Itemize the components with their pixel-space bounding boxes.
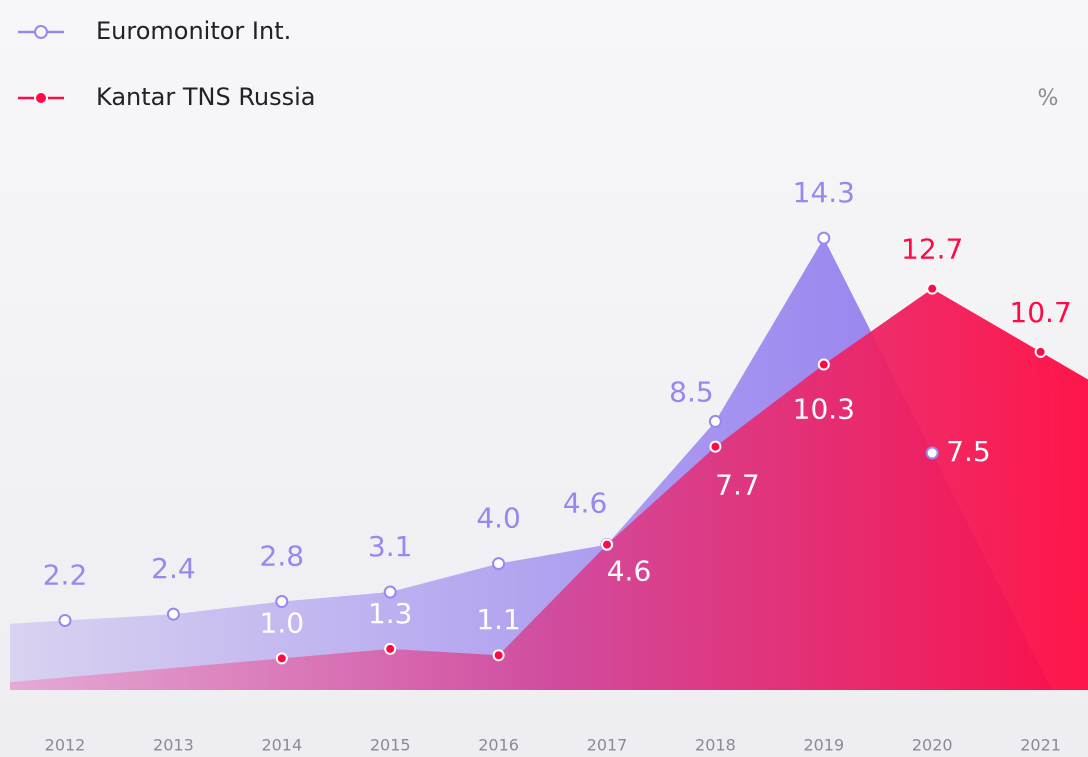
legend-label: Euromonitor Int. (96, 17, 291, 45)
data-label: 1.3 (368, 597, 413, 630)
data-label: 3.1 (368, 530, 413, 563)
data-label: 1.0 (260, 606, 305, 639)
data-point (817, 358, 830, 371)
data-label: 2.4 (151, 552, 196, 585)
data-point (58, 613, 72, 627)
data-label: 14.3 (793, 176, 855, 209)
data-point (708, 414, 722, 428)
data-point (275, 652, 288, 665)
data-point (275, 595, 289, 609)
data-point (925, 446, 939, 460)
data-label: 4.6 (563, 487, 608, 520)
data-point (166, 607, 180, 621)
x-tick-label: 2014 (261, 736, 302, 755)
x-tick-label: 2019 (803, 736, 844, 755)
x-tick-label: 2015 (370, 736, 411, 755)
data-point (384, 642, 397, 655)
data-point (383, 585, 397, 599)
data-point (492, 649, 505, 662)
data-label: 1.1 (476, 603, 521, 636)
area (10, 288, 1088, 690)
data-point (926, 282, 939, 295)
data-label: 7.7 (715, 469, 760, 502)
data-label: 2.2 (43, 558, 88, 591)
x-tick-label: 2017 (587, 736, 628, 755)
data-point (1034, 345, 1047, 358)
data-label: 7.5 (946, 435, 991, 468)
data-label: 4.6 (607, 555, 652, 588)
x-tick-label: 2018 (695, 736, 736, 755)
x-tick-label: 2012 (45, 736, 86, 755)
data-point (817, 231, 831, 245)
unit-label: % (1038, 86, 1059, 111)
data-label: 12.7 (901, 233, 963, 266)
data-point (492, 557, 506, 571)
data-label: 4.0 (476, 502, 521, 535)
x-tick-label: 2013 (153, 736, 194, 755)
x-tick-label: 2021 (1020, 736, 1061, 755)
legend-label: Kantar TNS Russia (96, 83, 316, 111)
data-label: 2.8 (260, 540, 305, 573)
legend-marker (34, 91, 48, 105)
data-point (601, 538, 613, 551)
legend-marker (34, 25, 48, 39)
data-label: 10.3 (793, 393, 855, 426)
data-point (709, 440, 722, 453)
x-tick-label: 2020 (912, 736, 953, 755)
data-label: 10.7 (1009, 296, 1071, 329)
x-tick-label: 2016 (478, 736, 519, 755)
data-label: 8.5 (669, 375, 714, 408)
